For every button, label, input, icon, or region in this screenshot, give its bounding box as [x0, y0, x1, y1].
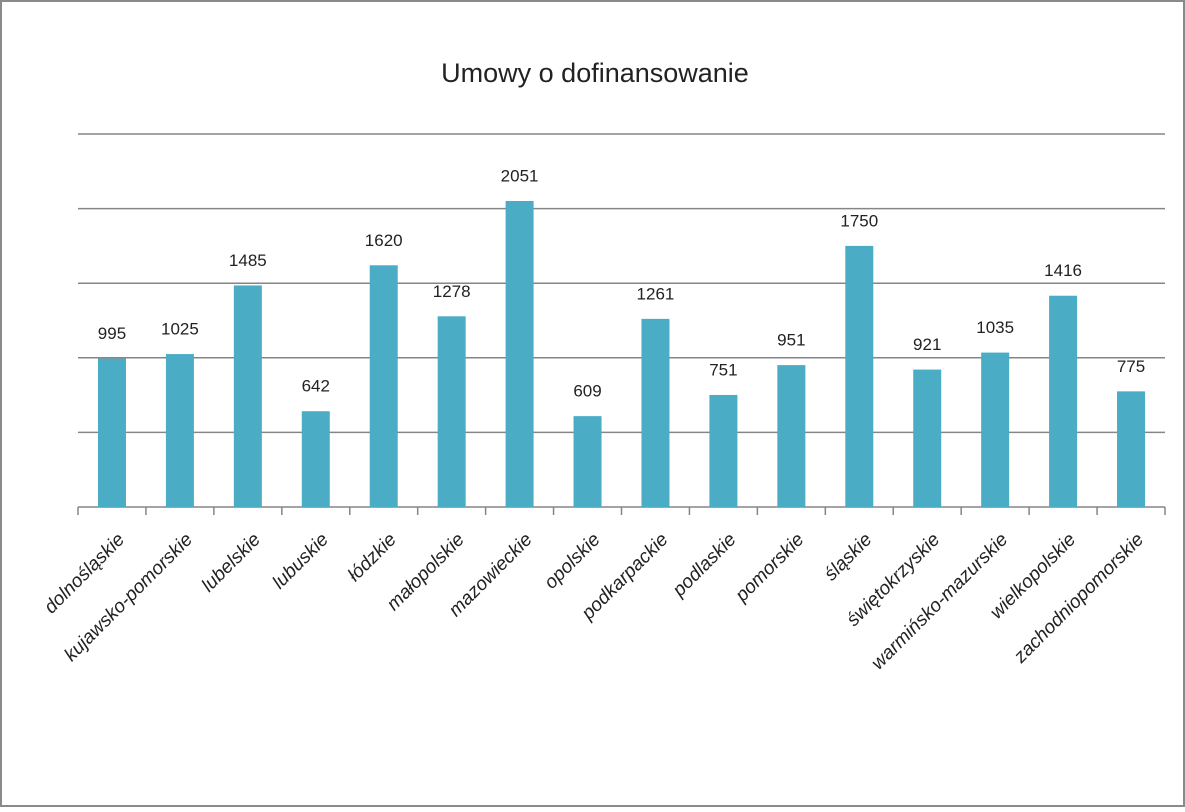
value-label: 1261 — [637, 284, 675, 303]
bar — [641, 318, 670, 507]
bar — [845, 245, 874, 507]
value-label: 609 — [573, 382, 601, 401]
bar — [165, 354, 194, 507]
bar — [369, 265, 398, 507]
bar — [573, 416, 602, 507]
bar — [505, 200, 534, 508]
bar — [1117, 391, 1146, 507]
bar — [913, 369, 942, 507]
value-label: 995 — [98, 324, 126, 343]
bar — [709, 394, 738, 507]
value-label: 642 — [302, 377, 330, 396]
value-label: 1485 — [229, 251, 267, 270]
value-label: 951 — [777, 331, 805, 350]
value-label: 775 — [1117, 357, 1145, 376]
value-label: 1278 — [433, 282, 471, 301]
value-label: 1620 — [365, 231, 403, 250]
value-label: 2051 — [501, 166, 539, 185]
value-label: 751 — [709, 360, 737, 379]
bar — [301, 411, 330, 507]
bar — [981, 352, 1010, 507]
value-label: 1035 — [976, 318, 1014, 337]
bar — [97, 358, 126, 507]
value-label: 921 — [913, 335, 941, 354]
bar — [437, 316, 466, 507]
value-label: 1416 — [1044, 261, 1082, 280]
value-label: 1750 — [840, 211, 878, 230]
bar — [1049, 295, 1078, 507]
bar — [233, 285, 262, 507]
bar — [777, 365, 806, 507]
chart-title: Umowy o dofinansowanie — [441, 58, 749, 88]
value-label: 1025 — [161, 320, 199, 339]
